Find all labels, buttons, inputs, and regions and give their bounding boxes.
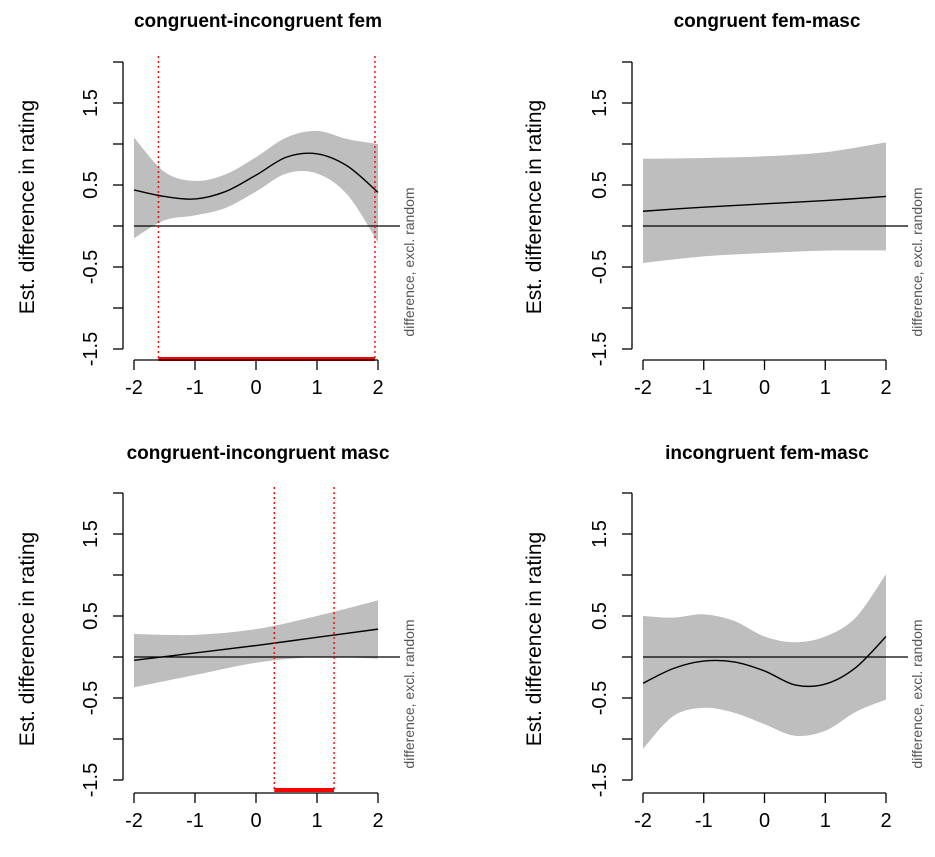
y-tick-label: 0.5 <box>80 171 102 199</box>
panel-title: congruent-incongruent fem <box>134 11 382 32</box>
y-tick-label: 0.5 <box>80 602 102 630</box>
x-tick-label: 1 <box>820 810 831 832</box>
y-tick-label: -1.5 <box>589 763 611 797</box>
y-tick-label: -0.5 <box>589 250 611 284</box>
panel-title: congruent fem-masc <box>674 11 861 32</box>
x-tick-label: 1 <box>311 810 322 832</box>
y-tick-label: -0.5 <box>80 681 102 715</box>
plot-area <box>113 487 400 803</box>
x-tick-label: 0 <box>759 377 770 399</box>
y-axis-label: Est. difference in rating <box>523 100 546 314</box>
side-note: difference, excl. random <box>401 619 417 768</box>
y-axis-label: Est. difference in rating <box>523 532 546 746</box>
x-tick-label: -1 <box>186 810 204 832</box>
x-tick-label: 0 <box>250 810 261 832</box>
x-tick-label: 1 <box>311 377 322 399</box>
y-tick-label: -1.5 <box>589 332 611 366</box>
x-tick-label: 1 <box>820 377 831 399</box>
plot-area <box>622 61 908 370</box>
panel-title: incongruent fem-masc <box>665 443 869 464</box>
x-tick-label: -2 <box>634 810 652 832</box>
x-tick-label: 2 <box>372 377 383 399</box>
confidence-band <box>134 130 378 243</box>
confidence-band <box>134 600 378 688</box>
y-tick-label: -1.5 <box>80 763 102 797</box>
panel-title: congruent-incongruent masc <box>127 443 390 464</box>
side-note: difference, excl. random <box>909 187 925 336</box>
x-tick-label: 0 <box>250 377 261 399</box>
x-tick-label: 2 <box>880 810 891 832</box>
side-note: difference, excl. random <box>909 619 925 768</box>
estimate-line <box>642 195 887 212</box>
x-tick-label: -2 <box>125 810 143 832</box>
y-tick-label: 1.5 <box>80 89 102 117</box>
y-tick-label: 1.5 <box>589 520 611 548</box>
panel-congruent-incongruent-masc: congruent-incongruent masc Est. differen… <box>16 443 417 832</box>
x-tick-label: -2 <box>634 377 652 399</box>
y-tick-label: 0.5 <box>589 602 611 630</box>
y-axis-label: Est. difference in rating <box>16 532 39 746</box>
confidence-band <box>643 574 886 749</box>
plot-area <box>622 492 908 803</box>
y-tick-label: 1.5 <box>589 89 611 117</box>
panel-congruent-fem-masc: congruent fem-masc Est. difference in ra… <box>523 11 925 399</box>
x-tick-label: -2 <box>125 377 143 399</box>
panel-congruent-incongruent-fem: congruent-incongruent fem Est. differenc… <box>16 11 417 399</box>
plot-area <box>113 56 400 370</box>
y-axis-label: Est. difference in rating <box>16 100 39 314</box>
estimate-line <box>642 636 887 688</box>
confidence-band <box>643 142 886 263</box>
x-tick-label: -1 <box>186 377 204 399</box>
panel-incongruent-fem-masc: incongruent fem-masc Est. difference in … <box>523 443 925 832</box>
y-tick-label: 1.5 <box>80 520 102 548</box>
x-tick-label: 0 <box>759 810 770 832</box>
estimate-line <box>133 152 379 200</box>
x-tick-label: 2 <box>880 377 891 399</box>
side-note: difference, excl. random <box>401 187 417 336</box>
x-tick-label: -1 <box>695 377 713 399</box>
estimate-line <box>133 628 379 661</box>
y-tick-label: -1.5 <box>80 332 102 366</box>
x-tick-label: -1 <box>695 810 713 832</box>
y-tick-label: 0.5 <box>589 171 611 199</box>
y-tick-label: -0.5 <box>80 250 102 284</box>
y-tick-label: -0.5 <box>589 681 611 715</box>
x-tick-label: 2 <box>372 810 383 832</box>
